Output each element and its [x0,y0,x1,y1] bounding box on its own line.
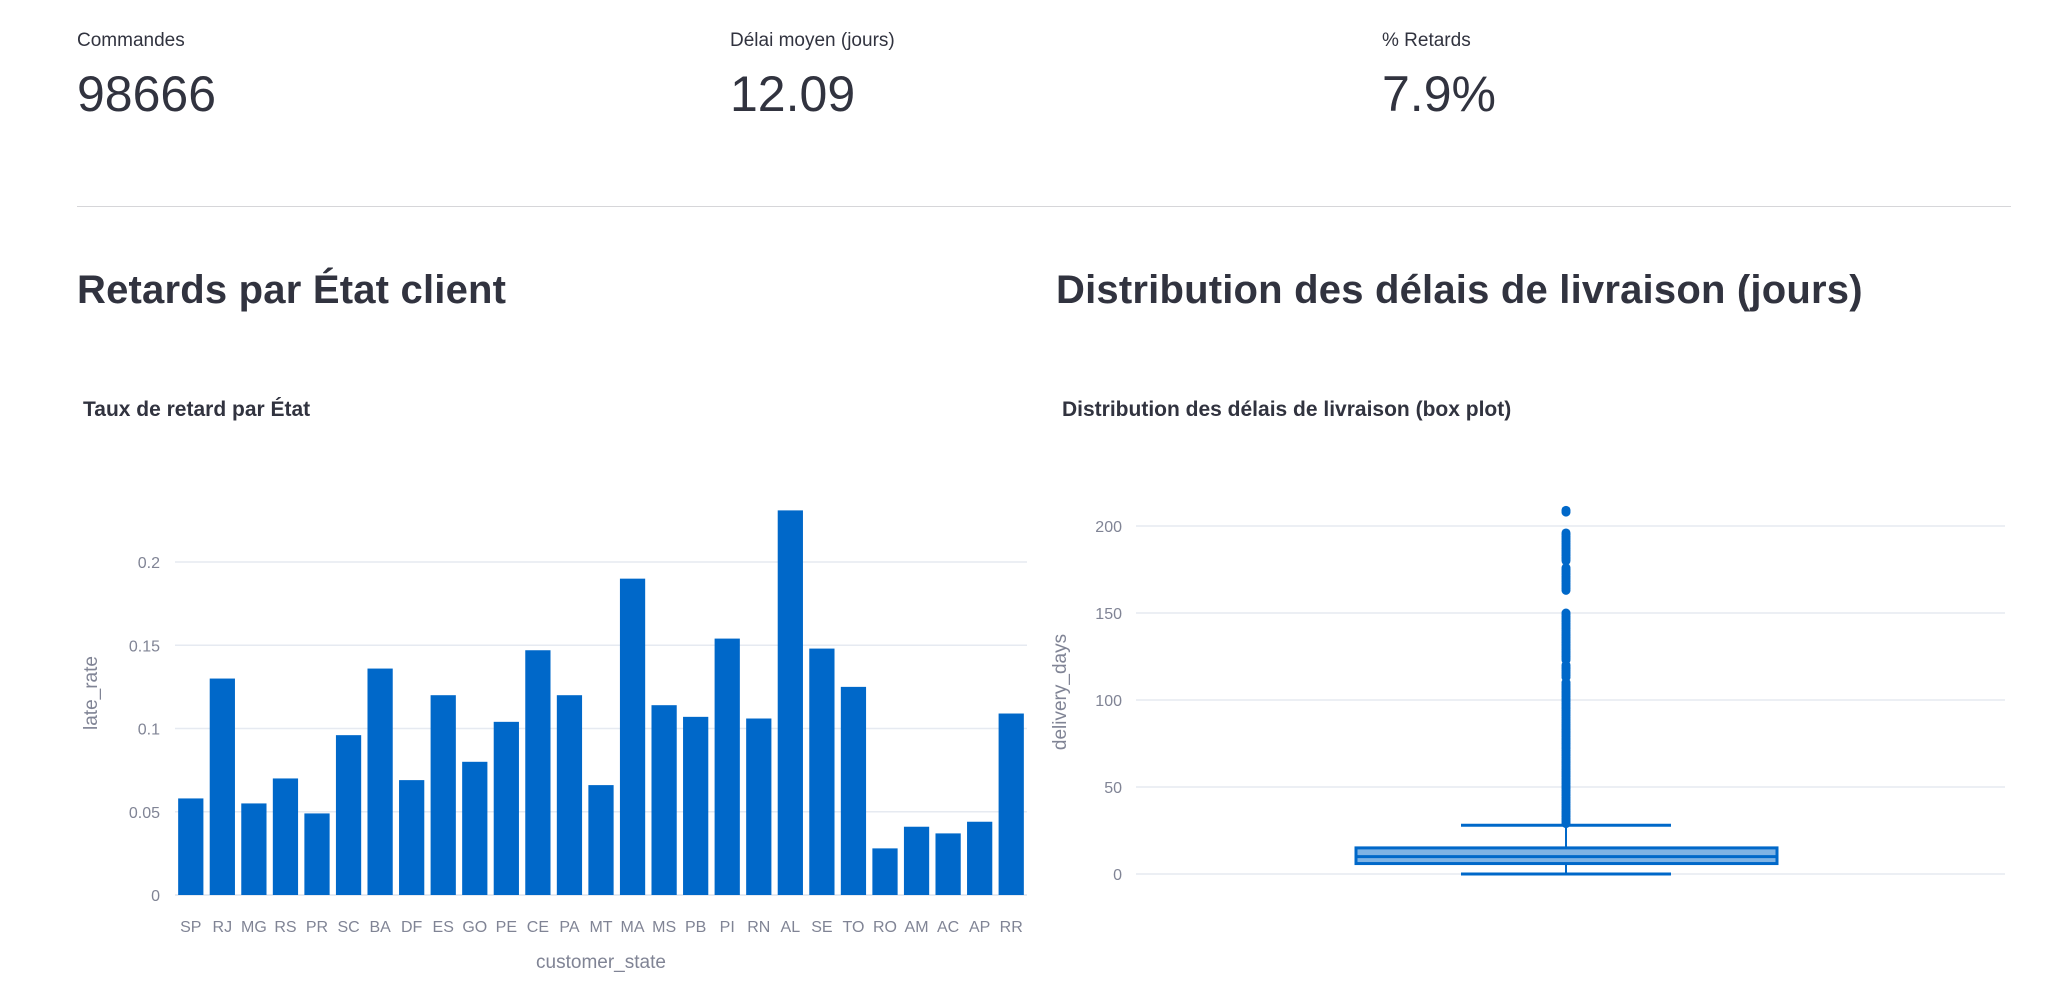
bar-ES[interactable] [430,695,456,895]
metric-label: Commandes [77,30,185,51]
x-tick-label: AL [781,919,801,936]
x-tick-label: RR [1000,919,1023,936]
x-tick-label: AM [905,919,929,936]
y-tick-label: 100 [1095,693,1122,710]
x-tick-label: CE [527,919,549,936]
metric-orders: Commandes 98666 [77,28,216,124]
bar-SC[interactable] [335,735,362,895]
x-tick-label: AC [937,919,959,936]
y-tick-label: 0 [1113,867,1122,884]
x-tick-label: ES [433,919,454,936]
x-tick-label: PA [559,919,579,936]
x-tick-label: MA [621,919,645,936]
y-tick-label: 50 [1104,780,1122,797]
y-tick-label: 0.05 [129,805,160,822]
bar-CE[interactable] [525,650,551,895]
y-axis-title: late_rate [81,656,102,730]
x-tick-label: SP [180,919,201,936]
bar-MG[interactable] [241,803,267,895]
x-tick-label: RS [274,919,296,936]
metric-late-pct: % Retards 7.9% [1382,28,1496,124]
bar-PA[interactable] [556,695,583,895]
metric-value: 7.9% [1382,66,1496,122]
bar-chart-title: Taux de retard par État [83,398,311,421]
x-tick-label: RJ [213,919,233,936]
outlier-point [1561,608,1571,618]
y-tick-label: 0.2 [138,555,160,572]
section-heading-late-by-state: Retards par État client [77,268,507,312]
x-tick-label: MG [241,919,267,936]
x-tick-label: MS [652,919,676,936]
x-tick-label: SC [337,919,359,936]
divider [77,206,2011,207]
bar-DF[interactable] [399,780,425,895]
y-tick-label: 0 [151,888,160,905]
bar-AP[interactable] [967,821,993,895]
y-tick-label: 150 [1095,606,1122,623]
bar-PE[interactable] [493,721,519,895]
bar-AM[interactable] [903,826,930,895]
x-tick-label: TO [842,919,864,936]
metric-label: % Retards [1382,30,1471,51]
bar-SP[interactable] [178,798,204,895]
metric-value: 98666 [77,66,217,122]
outlier-point [1561,505,1571,515]
x-tick-label: DF [401,919,423,936]
bar-GO[interactable] [462,761,488,895]
y-tick-label: 0.15 [129,638,160,655]
y-tick-label: 200 [1095,519,1122,536]
bar-RO[interactable] [872,848,898,895]
x-tick-label: RO [873,919,897,936]
y-axis-title: delivery_days [1050,634,1071,750]
bar-BA[interactable] [367,668,393,895]
outlier-point [1561,563,1571,573]
x-tick-label: BA [369,919,391,936]
bar-MA[interactable] [619,578,646,895]
box-chart-title: Distribution des délais de livraison (bo… [1062,398,1512,421]
outlier-point [1561,528,1571,538]
x-tick-label: PR [306,919,328,936]
x-tick-label: SE [811,919,832,936]
x-tick-label: PB [685,919,706,936]
x-tick-label: PI [720,919,735,936]
bar-RJ[interactable] [209,678,235,895]
y-tick-label: 0.1 [138,722,160,739]
x-tick-label: MT [589,919,612,936]
x-tick-label: AP [969,919,990,936]
bar-PR[interactable] [304,813,330,895]
metric-label: Délai moyen (jours) [730,30,895,51]
x-tick-label: PE [496,919,517,936]
bar-RN[interactable] [746,718,772,895]
bar-AC[interactable] [935,833,961,895]
bar-PB[interactable] [683,716,709,895]
bar-MT[interactable] [588,785,614,895]
bar-MS[interactable] [651,705,677,895]
x-axis-title: customer_state [536,952,666,973]
section-heading-delivery-distribution: Distribution des délais de livraison (jo… [1056,268,1863,312]
bar-PI[interactable] [714,638,740,895]
bar-TO[interactable] [840,686,867,895]
bar-RS[interactable] [272,778,299,895]
bar-SE[interactable] [809,648,835,895]
x-tick-label: RN [747,919,770,936]
x-tick-label: GO [462,919,487,936]
bar-RR[interactable] [998,713,1024,895]
metric-avg-delay: Délai moyen (jours) 12.09 [730,28,895,124]
metric-value: 12.09 [730,66,856,122]
bar-AL[interactable] [777,510,803,895]
